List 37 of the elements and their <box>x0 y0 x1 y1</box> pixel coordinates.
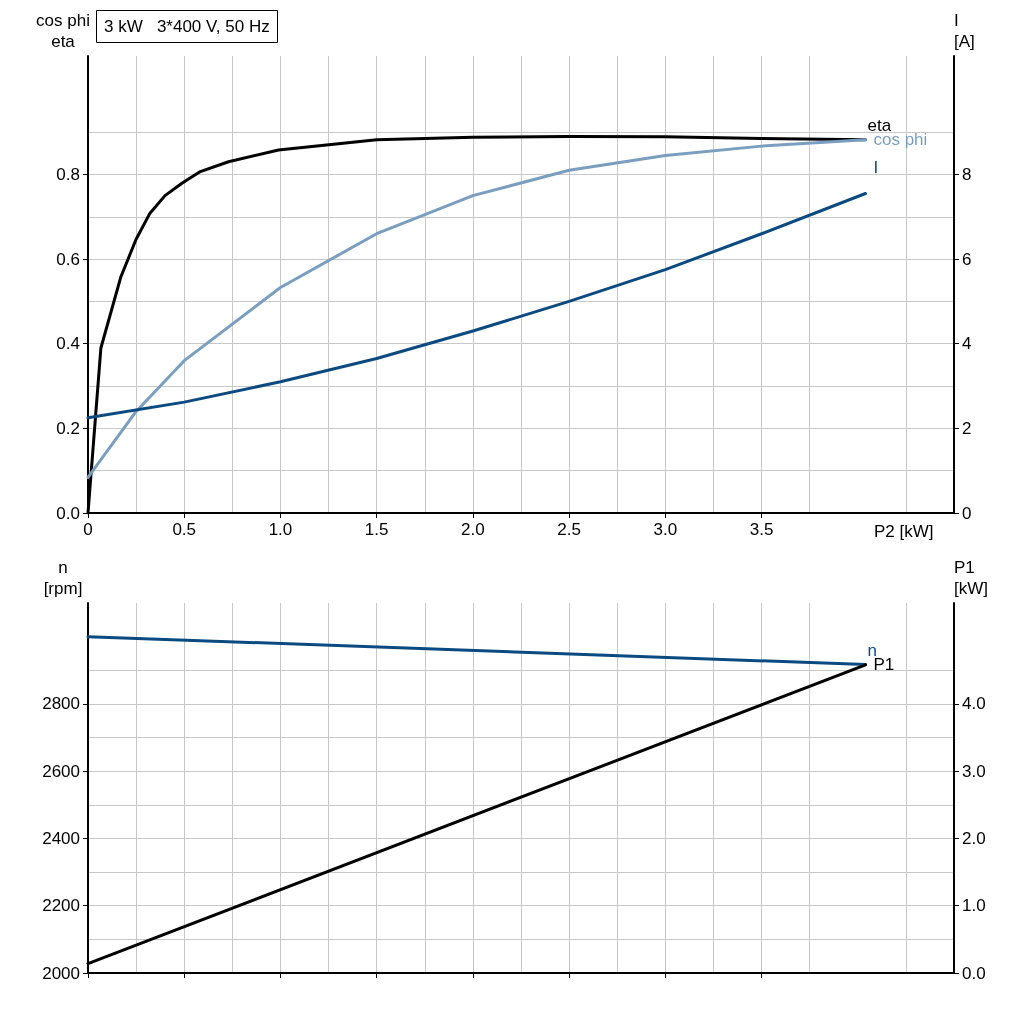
y-tick-label: 2600 <box>42 761 80 781</box>
y2-tick-label: 0.0 <box>962 963 986 983</box>
y-tick-label: 0.0 <box>56 503 80 523</box>
y-tick-label: 2400 <box>42 828 80 848</box>
x-tick-label: 0 <box>83 520 93 539</box>
y-axis-title: n [rpm] <box>43 558 83 598</box>
y2-tick-label: 0 <box>962 503 972 523</box>
x-tick-label: 1.5 <box>364 520 389 539</box>
y2-axis-title: I [A] <box>954 11 975 51</box>
x-tick-label: 3.0 <box>653 520 678 539</box>
x-tick-label: 3.5 <box>749 520 774 539</box>
y-tick-label: 0.2 <box>56 418 80 438</box>
y2-tick-label: 8 <box>962 164 972 184</box>
y-tick-label: 0.4 <box>56 334 80 354</box>
y-tick-label: 2200 <box>42 896 80 916</box>
chart-title: 3 kW 3*400 V, 50 Hz <box>104 17 270 36</box>
y2-tick-label: 6 <box>962 249 972 269</box>
x-tick-label: 2.0 <box>461 520 485 539</box>
x-tick-label: 2.5 <box>557 520 581 539</box>
y-tick-label: 2000 <box>42 963 80 983</box>
y2-tick-label: 3.0 <box>962 761 986 781</box>
y2-tick-label: 1.0 <box>962 896 986 916</box>
x-tick-label: 0.5 <box>172 520 197 539</box>
y2-axis-title: P1 [kW] <box>954 558 988 598</box>
line-series <box>86 192 867 420</box>
x-tick-label: 1.0 <box>268 520 293 539</box>
y-tick-label: 2800 <box>42 694 80 714</box>
series-label: I <box>873 158 879 178</box>
series-label: P1 <box>873 655 895 675</box>
y2-tick-label: 4 <box>962 334 972 354</box>
y2-tick-label: 2.0 <box>962 828 986 848</box>
y2-tick-label: 2 <box>962 418 972 438</box>
y-tick-label: 0.6 <box>56 249 80 269</box>
y-axis-title: cos phi eta <box>36 11 90 51</box>
x-axis-title: P2 [kW] <box>874 522 934 541</box>
y-tick-label: 0.8 <box>56 164 80 184</box>
y2-tick-label: 4.0 <box>962 694 986 714</box>
